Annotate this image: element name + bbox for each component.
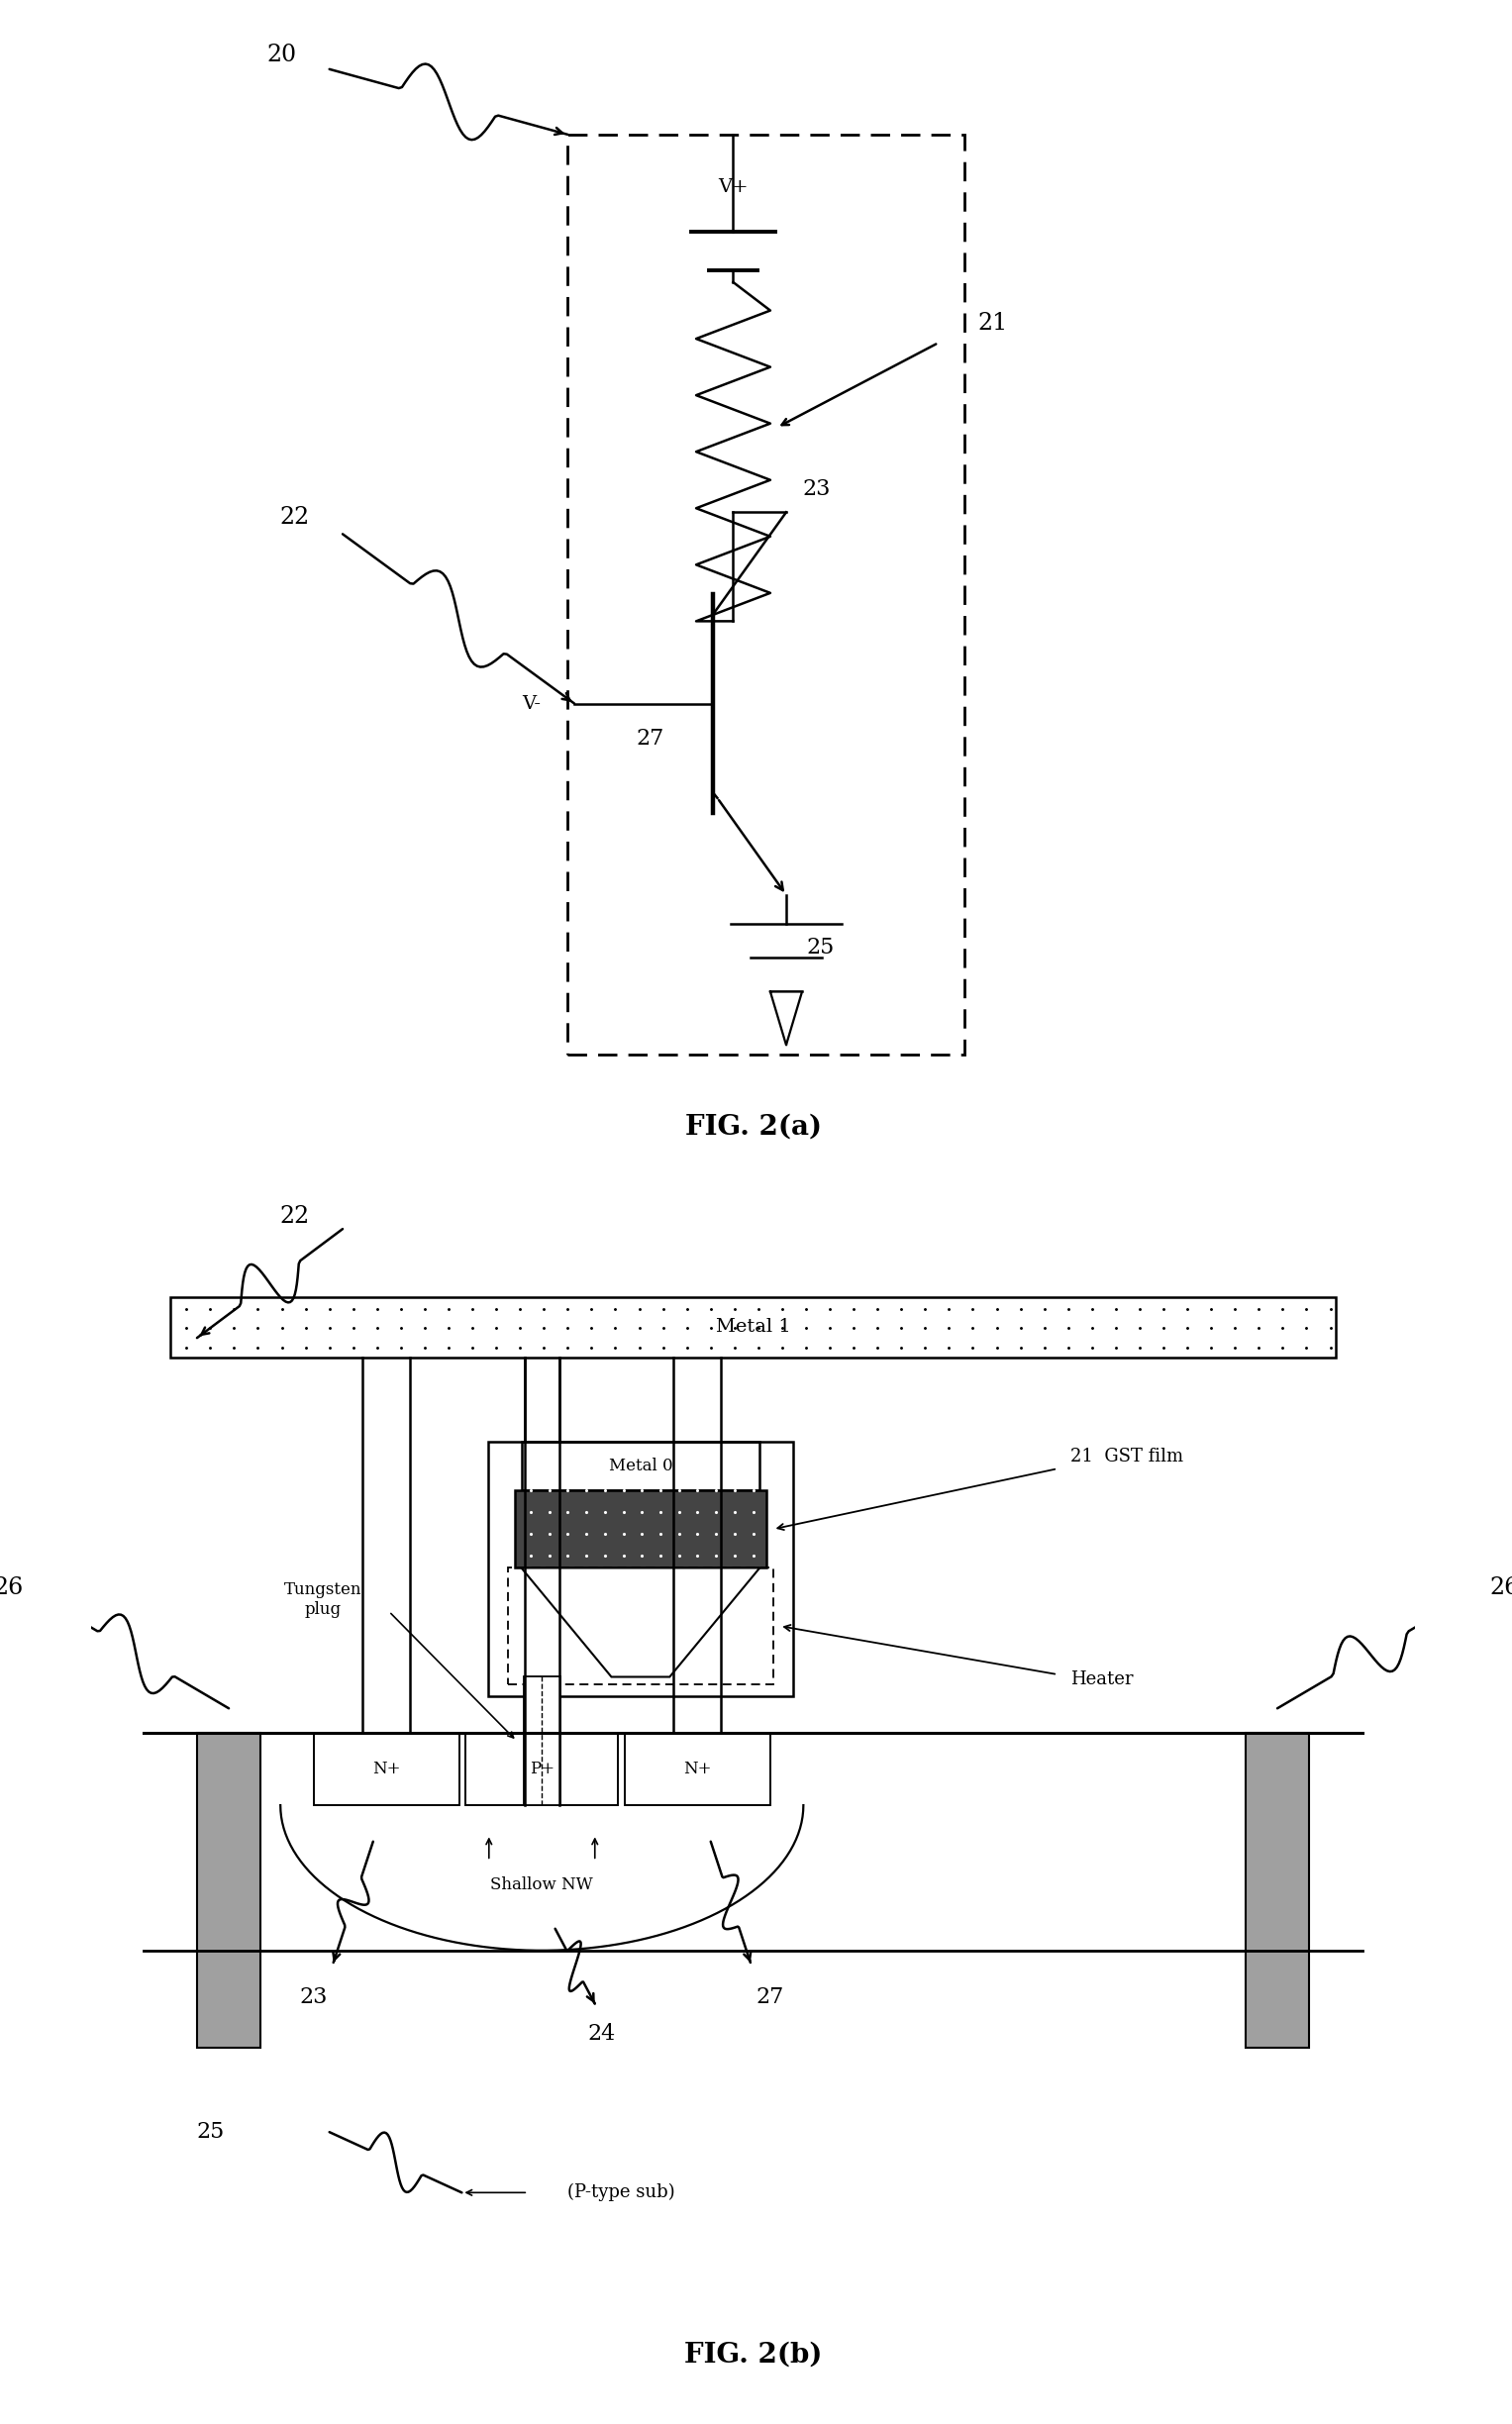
Text: V+: V+ <box>718 177 748 196</box>
Bar <box>1246 1733 1309 2048</box>
Text: 25: 25 <box>806 938 835 960</box>
Text: Shallow NW: Shallow NW <box>490 1876 593 1893</box>
Bar <box>171 1297 1335 1357</box>
Bar <box>567 136 965 1054</box>
Text: 27: 27 <box>637 727 664 749</box>
Bar <box>488 1442 792 1697</box>
Text: 21  GST film: 21 GST film <box>1070 1447 1184 1467</box>
Text: FIG. 2(a): FIG. 2(a) <box>685 1115 821 1142</box>
Bar <box>522 1442 759 1491</box>
Text: Tungsten
plug: Tungsten plug <box>284 1580 361 1617</box>
Polygon shape <box>770 991 801 1045</box>
Text: (P-type sub): (P-type sub) <box>567 2184 676 2201</box>
Bar <box>197 1733 260 2048</box>
Text: V-: V- <box>523 696 541 713</box>
Text: N+: N+ <box>372 1760 401 1777</box>
Text: 21: 21 <box>978 313 1009 335</box>
Text: FIG. 2(b): FIG. 2(b) <box>683 2342 823 2368</box>
Bar <box>523 1677 561 1806</box>
Bar <box>313 1733 460 1806</box>
Text: 20: 20 <box>266 44 296 65</box>
Text: 22: 22 <box>280 507 310 528</box>
Bar <box>514 1491 767 1568</box>
Text: 24: 24 <box>588 2024 615 2046</box>
Text: Heater: Heater <box>1070 1670 1134 1687</box>
Text: 26: 26 <box>0 1576 24 1600</box>
Polygon shape <box>522 1568 759 1677</box>
Text: 27: 27 <box>756 1988 785 2009</box>
Text: 22: 22 <box>280 1205 310 1229</box>
Text: 25: 25 <box>197 2121 224 2143</box>
Bar <box>624 1733 770 1806</box>
Text: N+: N+ <box>683 1760 712 1777</box>
Text: 26: 26 <box>1489 1576 1512 1600</box>
Text: P+: P+ <box>529 1760 555 1777</box>
Text: 23: 23 <box>801 478 830 499</box>
Text: 23: 23 <box>299 1988 328 2009</box>
Text: Metal 0: Metal 0 <box>608 1457 673 1474</box>
Bar <box>466 1733 618 1806</box>
Text: Metal 1: Metal 1 <box>715 1319 791 1336</box>
Bar <box>508 1568 773 1685</box>
